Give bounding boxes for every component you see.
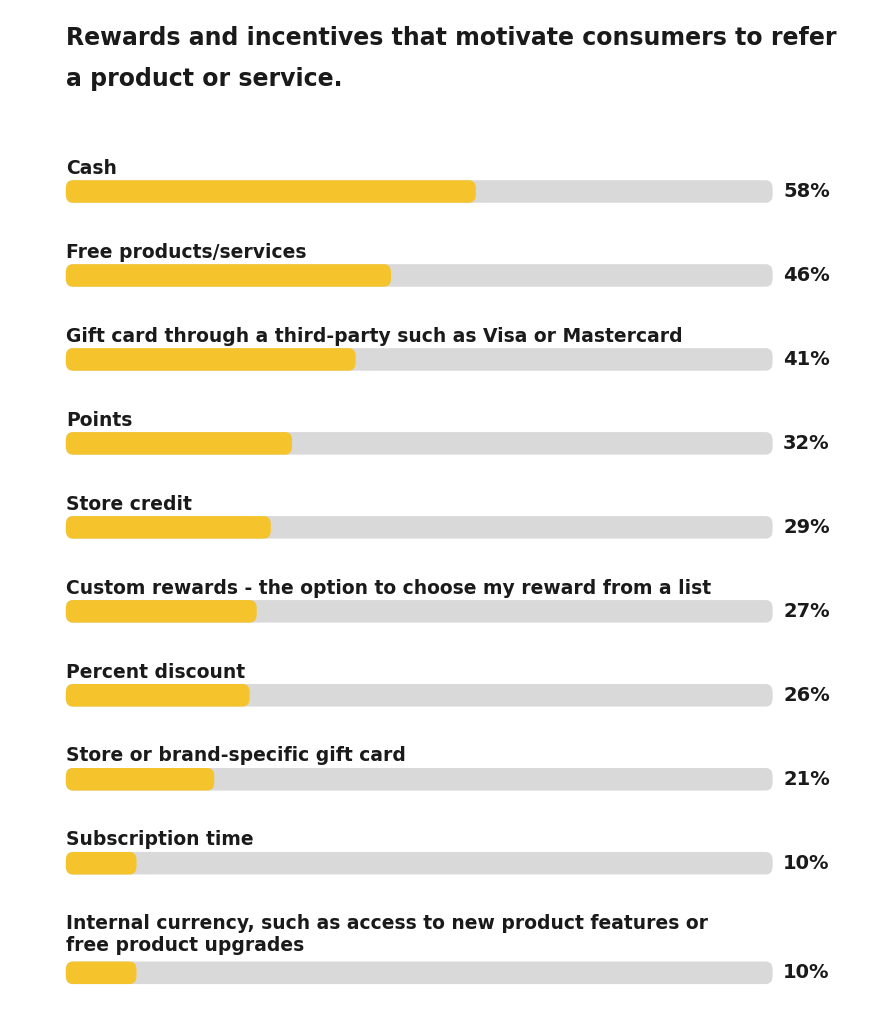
Text: 58%: 58%: [782, 182, 829, 201]
FancyBboxPatch shape: [66, 684, 249, 707]
FancyBboxPatch shape: [66, 348, 355, 371]
Text: Points: Points: [66, 411, 132, 430]
FancyBboxPatch shape: [66, 768, 214, 791]
Text: Free products/services: Free products/services: [66, 243, 306, 262]
FancyBboxPatch shape: [66, 432, 292, 455]
Text: Percent discount: Percent discount: [66, 663, 245, 682]
FancyBboxPatch shape: [66, 264, 390, 287]
FancyBboxPatch shape: [66, 516, 270, 539]
FancyBboxPatch shape: [66, 264, 772, 287]
Text: Rewards and incentives that motivate consumers to refer: Rewards and incentives that motivate con…: [66, 26, 836, 49]
Text: Subscription time: Subscription time: [66, 830, 253, 850]
Text: 26%: 26%: [782, 686, 829, 705]
Text: Internal currency, such as access to new product features or
free product upgrad: Internal currency, such as access to new…: [66, 914, 707, 955]
FancyBboxPatch shape: [66, 600, 772, 623]
FancyBboxPatch shape: [66, 962, 772, 984]
Text: 46%: 46%: [782, 266, 829, 285]
Text: Store credit: Store credit: [66, 495, 191, 514]
Text: Custom rewards - the option to choose my reward from a list: Custom rewards - the option to choose my…: [66, 579, 710, 598]
Text: 10%: 10%: [782, 854, 829, 872]
Text: Cash: Cash: [66, 159, 117, 178]
FancyBboxPatch shape: [66, 180, 772, 203]
Text: 41%: 41%: [782, 350, 829, 369]
FancyBboxPatch shape: [66, 684, 772, 707]
Text: 10%: 10%: [782, 964, 829, 982]
FancyBboxPatch shape: [66, 180, 475, 203]
FancyBboxPatch shape: [66, 600, 256, 623]
FancyBboxPatch shape: [66, 962, 137, 984]
Text: 21%: 21%: [782, 770, 829, 788]
FancyBboxPatch shape: [66, 852, 772, 874]
Text: a product or service.: a product or service.: [66, 67, 342, 90]
Text: Gift card through a third-party such as Visa or Mastercard: Gift card through a third-party such as …: [66, 327, 681, 346]
Text: 32%: 32%: [782, 434, 829, 453]
FancyBboxPatch shape: [66, 852, 137, 874]
FancyBboxPatch shape: [66, 348, 772, 371]
Text: Store or brand-specific gift card: Store or brand-specific gift card: [66, 746, 405, 766]
FancyBboxPatch shape: [66, 768, 772, 791]
FancyBboxPatch shape: [66, 432, 772, 455]
FancyBboxPatch shape: [66, 516, 772, 539]
Text: 27%: 27%: [782, 602, 829, 621]
Text: 29%: 29%: [782, 518, 829, 537]
